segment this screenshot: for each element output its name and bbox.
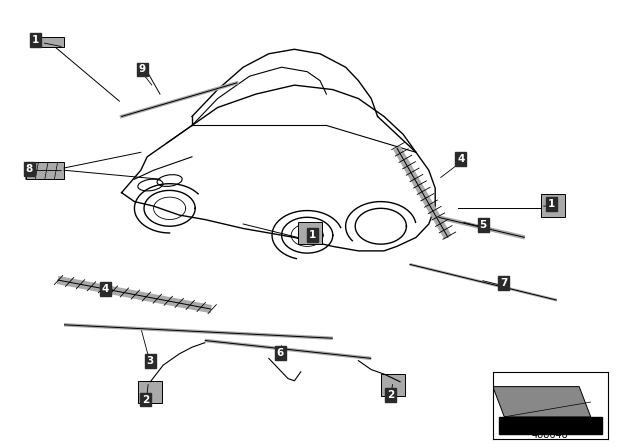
Text: 488648: 488648 [532, 430, 569, 440]
Bar [381, 374, 405, 396]
Text: 2: 2 [387, 390, 394, 400]
Text: 9: 9 [138, 65, 146, 74]
Text: 4: 4 [457, 154, 465, 164]
Bar [138, 381, 162, 403]
Text: 8: 8 [26, 164, 33, 174]
Text: 2: 2 [142, 395, 150, 405]
Bar [541, 194, 565, 217]
Text: 1: 1 [548, 199, 556, 209]
Bar [35, 37, 64, 47]
Text: 3: 3 [147, 356, 154, 366]
Text: 4: 4 [102, 284, 109, 294]
Text: 1: 1 [308, 230, 316, 240]
Bar [26, 162, 64, 179]
Text: 6: 6 [276, 348, 284, 358]
Text: 1: 1 [31, 35, 39, 45]
Text: 5: 5 [479, 220, 487, 230]
Bar [298, 222, 322, 244]
Text: 7: 7 [500, 278, 508, 288]
